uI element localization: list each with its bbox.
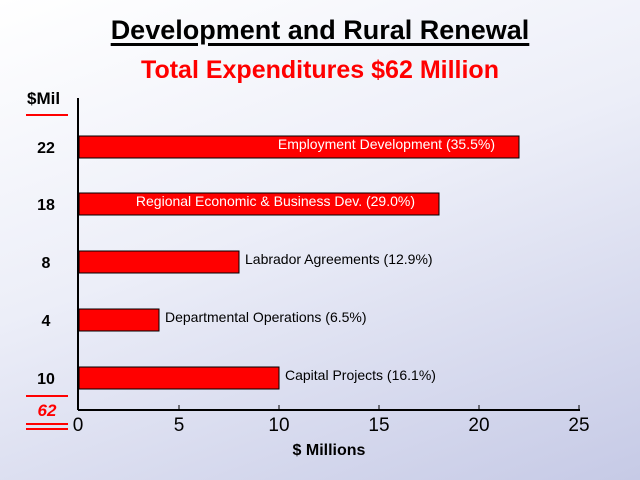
category-value-3: 8 (42, 255, 51, 272)
chart-subtitle: Total Expenditures $62 Million (141, 56, 499, 84)
category-value-2: 18 (37, 197, 55, 214)
bar-label-5: Capital Projects (16.1%) (285, 367, 436, 383)
category-values: 22 18 8 4 10 (37, 140, 55, 388)
bar-label-1: Employment Development (35.5%) (278, 136, 495, 152)
bars (78, 135, 520, 390)
bar-3 (78, 250, 240, 274)
bar-label-3: Labrador Agreements (12.9%) (245, 251, 433, 267)
bar-4 (78, 308, 160, 332)
category-value-5: 10 (37, 371, 55, 388)
x-tick-label-25: 25 (568, 415, 589, 436)
x-tick-label-10: 10 (268, 415, 289, 436)
bar-5 (78, 366, 280, 390)
x-tick-label-0: 0 (73, 415, 84, 436)
x-tick-label-20: 20 (468, 415, 489, 436)
bar-label-4: Departmental Operations (6.5%) (165, 309, 367, 325)
category-value-4: 4 (42, 313, 51, 330)
total-value: 62 (38, 401, 57, 420)
x-ticks: 0 5 10 15 20 25 (73, 405, 590, 436)
value-column-header: $Mil (27, 89, 60, 108)
bar-label-2: Regional Economic & Business Dev. (29.0%… (136, 193, 415, 209)
x-axis-label: $ Millions (293, 442, 366, 459)
chart-title: Development and Rural Renewal (110, 15, 530, 45)
x-tick-label-5: 5 (174, 415, 185, 436)
category-value-1: 22 (37, 140, 55, 157)
x-tick-label-15: 15 (368, 415, 389, 436)
bar-labels: Employment Development (35.5%) Regional E… (136, 136, 495, 383)
